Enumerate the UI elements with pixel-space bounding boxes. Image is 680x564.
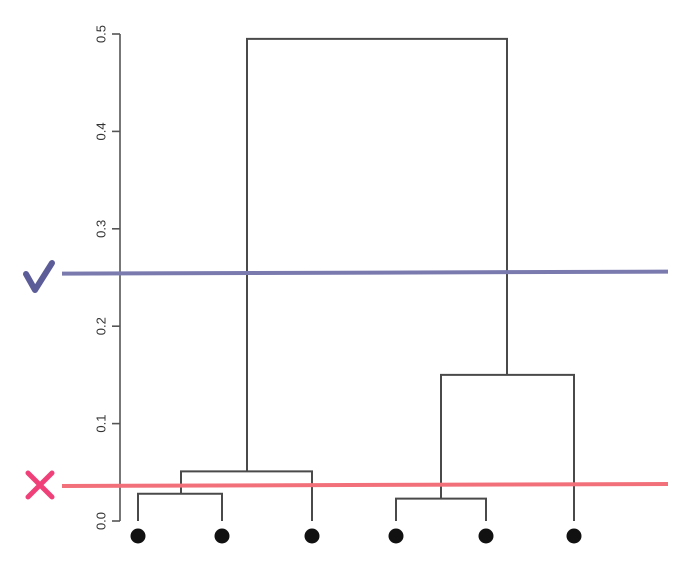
merge-leaf1-leaf2 [137,492,223,521]
cut-lines [61,269,669,488]
leaf-nodes [130,528,582,544]
y-axis: 0.0 0.1 0.2 0.3 0.4 0.5 [94,25,121,530]
y-tick-label: 0.4 [94,122,109,140]
y-tick-label: 0.5 [94,25,109,43]
leaf-node [478,528,494,544]
cross-icon [25,470,55,500]
y-tick-label: 0.0 [94,512,109,530]
check-icon [23,260,55,293]
y-tick-label: 0.1 [94,415,109,433]
leaf-node [388,528,404,544]
good-cut-line [61,269,669,276]
dendrogram-tree [137,37,575,521]
bad-cut-line [61,481,669,488]
merge-left-cluster [180,470,313,521]
merge-leaf4-leaf5 [395,497,487,521]
leaf-node [304,528,320,544]
leaf-node [214,528,230,544]
y-tick-label: 0.3 [94,220,109,238]
leaf-node [566,528,582,544]
y-tick-label: 0.2 [94,317,109,335]
leaf-node [130,528,146,544]
y-axis-ticks: 0.0 0.1 0.2 0.3 0.4 0.5 [94,25,120,530]
merge-root [246,37,508,472]
